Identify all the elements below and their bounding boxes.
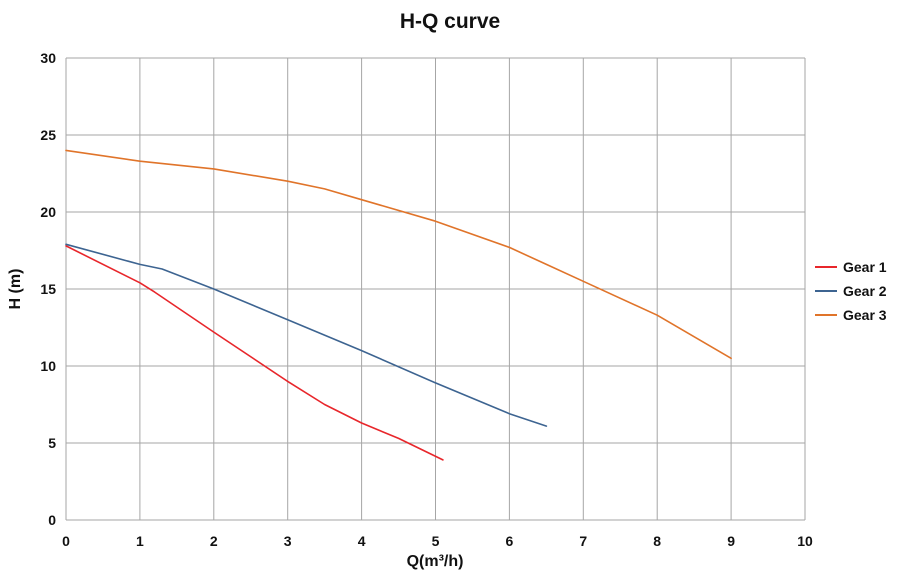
legend-label: Gear 3 [843,307,887,323]
y-tick-label: 5 [48,435,56,451]
x-tick-label: 4 [358,533,366,549]
legend-label: Gear 2 [843,283,887,299]
x-tick-label: 6 [506,533,514,549]
grid [65,57,806,521]
x-tick-label: 8 [653,533,661,549]
series-lines [65,149,732,461]
y-axis-label: H (m) [7,269,24,310]
y-tick-label: 20 [40,204,56,220]
y-tick-label: 15 [40,281,56,297]
y-tick-label: 10 [40,358,56,374]
y-tick-label: 30 [40,50,56,66]
x-tick-label: 10 [797,533,813,549]
x-tick-label: 5 [432,533,440,549]
x-tick-label: 1 [136,533,144,549]
y-tick-label: 0 [48,512,56,528]
x-tick-label: 3 [284,533,292,549]
x-tick-label: 0 [62,533,70,549]
x-tick-label: 9 [727,533,735,549]
legend: Gear 1 Gear 2 Gear 3 [815,259,887,323]
x-tick-label: 2 [210,533,218,549]
chart-title: H-Q curve [400,10,500,33]
legend-label: Gear 1 [843,259,887,275]
x-tick-label: 7 [579,533,587,549]
tick-labels: 0 1 2 3 4 5 6 7 8 9 10 0 5 10 15 20 25 30 [40,50,813,549]
series-line-gear-2 [65,243,548,427]
series-line-gear-1 [65,245,444,461]
x-axis-label: Q(m³/h) [407,553,464,570]
y-tick-label: 25 [40,127,56,143]
series-line-gear-3 [65,149,732,360]
